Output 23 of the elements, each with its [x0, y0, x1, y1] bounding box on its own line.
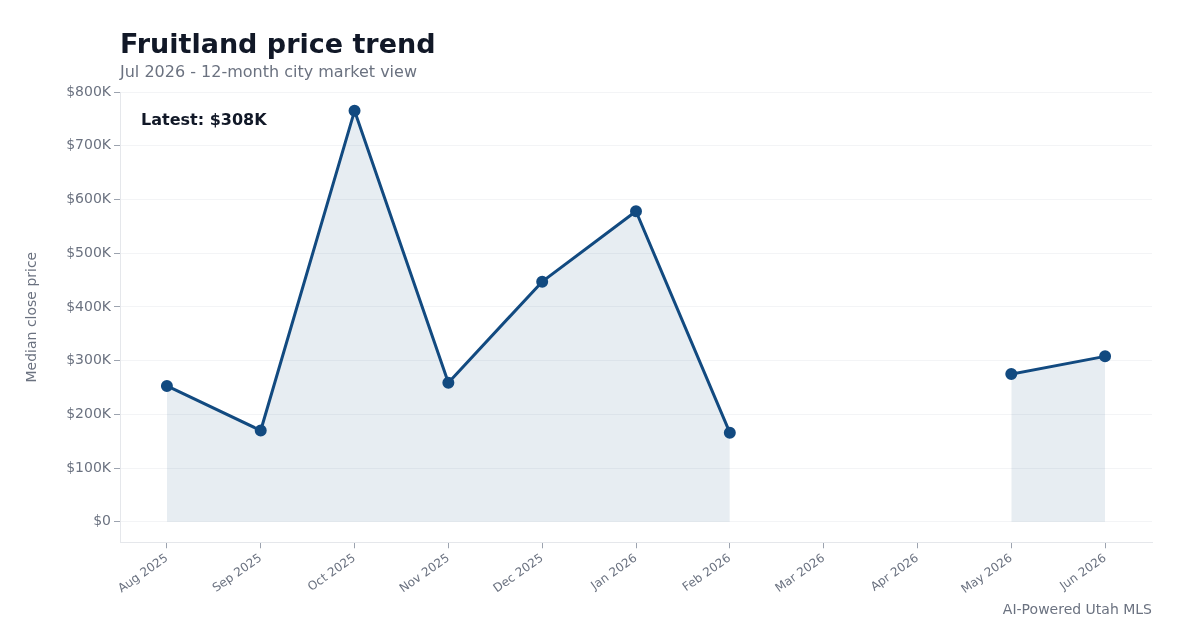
point [1099, 350, 1112, 363]
point [1005, 368, 1018, 381]
y-tick-label: $400K [66, 297, 112, 314]
y-tick-label: $0 [93, 512, 111, 529]
y-tick-label: $500K [66, 243, 112, 260]
point [536, 275, 549, 288]
y-tick-label: $200K [66, 405, 112, 422]
y-axis-title: Median close price [23, 251, 40, 383]
chart-title: Fruitland price trend [120, 28, 436, 59]
point [630, 205, 642, 218]
point [160, 379, 173, 392]
y-tick-label: $700K [66, 136, 112, 153]
point [254, 424, 267, 437]
point [723, 426, 736, 439]
y-tick-label: $600K [66, 190, 112, 207]
annotation: Latest: $308K [141, 110, 268, 130]
text: AI-Powered Utah MLS [1002, 601, 1152, 617]
chart-subtitle: Jul 2026 - 12-month city market view [120, 62, 417, 81]
point [348, 104, 361, 117]
point [442, 376, 455, 389]
y-tick-label: $800K [66, 82, 112, 99]
y-tick-label: $100K [66, 458, 112, 475]
y-tick-label: $300K [66, 351, 112, 368]
